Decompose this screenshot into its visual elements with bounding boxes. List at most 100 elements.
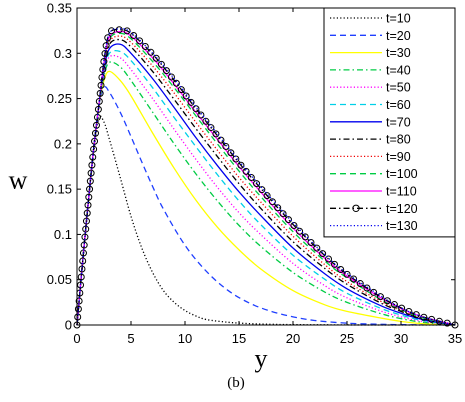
series-marker — [227, 149, 235, 157]
series-marker — [157, 60, 165, 68]
series-marker — [177, 86, 185, 94]
series-marker — [89, 153, 97, 161]
series-marker — [247, 174, 255, 182]
series-marker — [167, 73, 175, 81]
series-marker — [383, 297, 391, 305]
series-line-t-130 — [76, 28, 456, 326]
series-marker — [279, 210, 287, 218]
y-tick-label: 0.2 — [54, 136, 72, 151]
x-tick-label: 35 — [448, 331, 462, 346]
y-tick-label: 0.3 — [54, 46, 72, 61]
series-marker — [301, 233, 309, 241]
series-marker — [136, 37, 144, 45]
series-line-t-10 — [76, 115, 455, 326]
y-tick-label: 0.35 — [47, 1, 72, 16]
series-marker — [237, 161, 245, 169]
y-tick-label: 0.05 — [47, 272, 72, 287]
series-line-t-40 — [76, 61, 456, 326]
series-marker — [86, 177, 94, 185]
series-marker — [330, 260, 338, 268]
ticks-layer: 0 5 10 15 20 25 30 35 0 0.05 0.1 0.15 0.2 0.25 0.3 0.35 — [47, 1, 463, 347]
legend-label: t=70 — [386, 115, 411, 129]
series-marker — [376, 293, 384, 301]
x-tick-label: 25 — [340, 331, 354, 346]
series-marker — [443, 319, 451, 327]
series-marker — [197, 111, 205, 119]
figure-caption: (b) — [227, 375, 245, 391]
series-marker — [222, 142, 230, 150]
series-marker — [141, 43, 149, 51]
series-marker — [187, 98, 195, 106]
x-tick-label: 10 — [178, 331, 192, 346]
series-marker — [350, 275, 358, 283]
series-line-t-120 — [76, 28, 456, 326]
series-marker — [123, 27, 131, 35]
series-marker — [74, 305, 82, 313]
series-marker — [363, 284, 371, 292]
series-marker — [268, 198, 276, 206]
x-tick-label: 30 — [394, 331, 408, 346]
y-axis-title: w — [9, 166, 28, 195]
series-marker — [91, 129, 99, 137]
legend-label: t=130 — [386, 219, 418, 233]
series-marker — [428, 315, 436, 323]
legend-label: t=30 — [386, 46, 411, 60]
legend-label: t=90 — [386, 150, 411, 164]
series-marker — [390, 301, 398, 309]
series-marker — [313, 244, 321, 252]
legend-marker — [352, 204, 360, 213]
y-tick-label: 0.1 — [54, 227, 72, 242]
series-marker — [337, 265, 345, 273]
series-marker — [82, 217, 90, 225]
legend-label: t=60 — [386, 98, 411, 112]
x-tick-label: 20 — [286, 331, 300, 346]
series-marker — [172, 79, 180, 87]
y-tick-label: 0.15 — [47, 182, 72, 197]
series-line-t-110 — [76, 30, 456, 326]
series-marker — [258, 186, 266, 194]
series-line-t-50 — [76, 54, 456, 326]
legend-label: t=20 — [386, 29, 411, 43]
series-marker — [435, 317, 443, 325]
series-marker — [232, 155, 240, 163]
series-marker — [77, 281, 85, 289]
series-marker — [319, 250, 327, 258]
y-tick-label: 0.25 — [47, 91, 72, 106]
series-marker — [80, 241, 88, 249]
series-marker — [78, 265, 86, 273]
x-tick-label: 5 — [127, 331, 134, 346]
legend-label: t=110 — [386, 185, 417, 199]
series-marker — [104, 34, 112, 42]
series-marker — [274, 204, 282, 212]
series-marker — [115, 26, 123, 34]
series-marker — [85, 193, 93, 201]
series-marker — [192, 105, 200, 113]
series-marker — [325, 255, 333, 263]
series-marker — [398, 304, 406, 312]
series-marker — [102, 42, 110, 50]
series-marker — [207, 124, 215, 132]
y-tick-label: 0 — [65, 318, 72, 333]
series-marker — [242, 167, 250, 175]
series-marker — [162, 67, 170, 75]
legend-label: t=40 — [386, 63, 411, 77]
legend-label: t=120 — [386, 202, 418, 216]
series-marker — [370, 288, 378, 296]
legend-label: t=80 — [386, 133, 411, 147]
series-marker — [94, 105, 102, 113]
series-line-t-80 — [76, 38, 456, 326]
legend-label: t=10 — [386, 12, 411, 26]
series-marker — [420, 313, 428, 321]
legend: t=10 t=20 t=30 t=40 t=50 t=60 t=70 t=80 t=90 t=10… — [323, 7, 456, 238]
series-marker — [263, 192, 271, 200]
series-marker — [343, 270, 351, 278]
series-marker — [130, 31, 138, 39]
legend-label: t=100 — [386, 167, 418, 181]
series-marker — [405, 308, 413, 316]
x-axis-title: y — [255, 344, 268, 373]
series-marker — [87, 169, 95, 177]
series-marker — [147, 48, 155, 56]
series-line-t-90 — [76, 35, 456, 326]
series-marker — [296, 227, 304, 235]
